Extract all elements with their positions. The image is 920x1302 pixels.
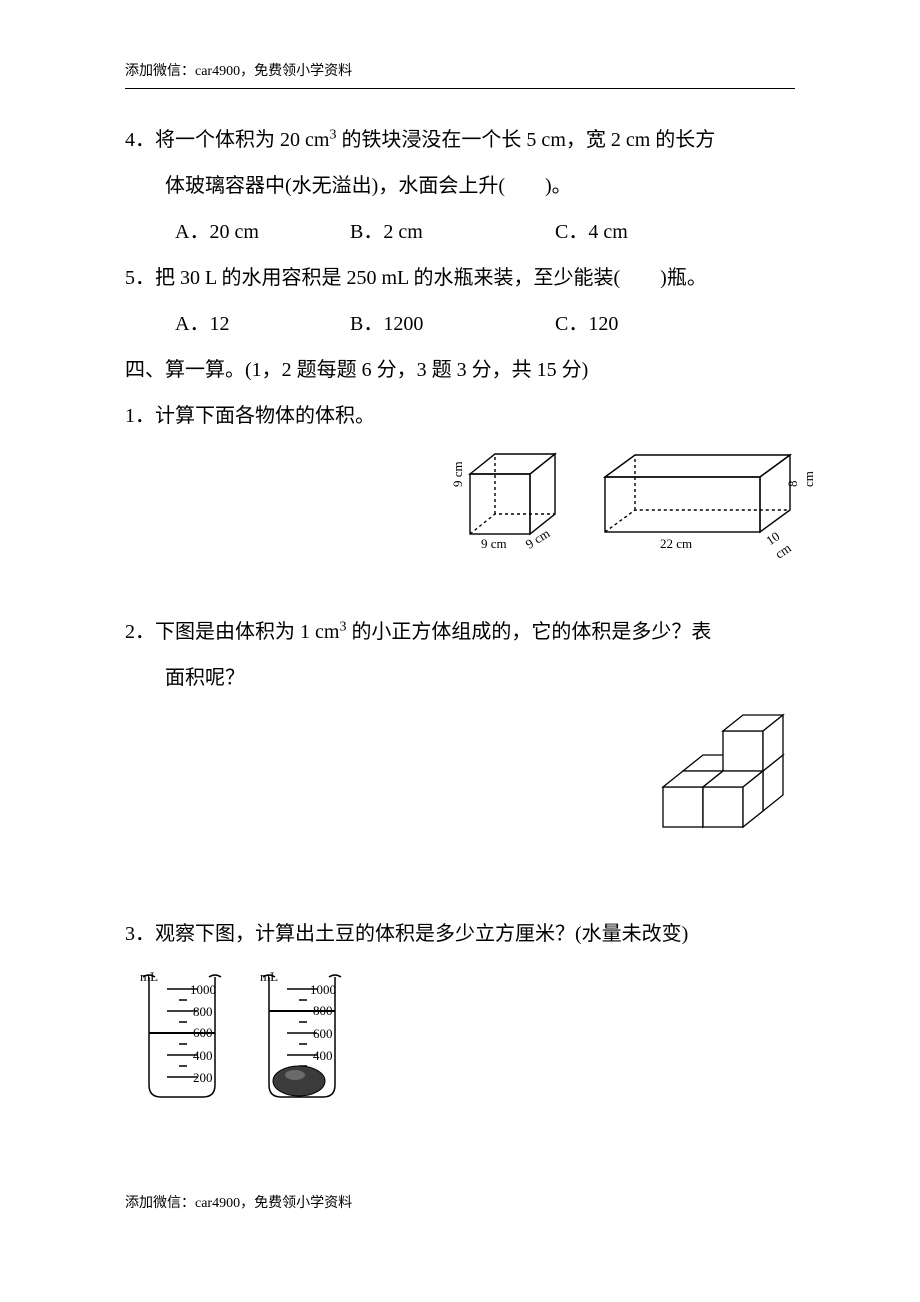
s4q1-number: 1． [125, 405, 155, 427]
s4q2-figure [125, 701, 795, 861]
s4q3-number: 3． [125, 923, 155, 945]
b1-t400: 400 [193, 1048, 213, 1064]
s4q3-line: 3．观察下图，计算出土豆的体积是多少立方厘米？(水量未改变) [125, 911, 795, 957]
q4-option-c[interactable]: C．4 cm [555, 209, 628, 255]
s4q1-text: 计算下面各物体的体积。 [155, 405, 375, 427]
cube-h-label: 9 cm [450, 461, 466, 487]
b2-t400: 400 [313, 1048, 333, 1064]
q5-option-a[interactable]: A．12 [175, 301, 345, 347]
unit-cubes-diagram [645, 701, 815, 851]
q4-text-b: 的铁块浸没在一个长 5 cm，宽 2 cm 的长方 [336, 129, 715, 151]
s4q2-text-a: 下图是由体积为 1 cm [155, 621, 339, 643]
s4q1-figures: 9 cm 9 cm 9 cm 8 cm 22 cm 10 cm [125, 439, 795, 569]
s4q2-number: 2． [125, 621, 155, 643]
q5-number: 5． [125, 267, 155, 289]
q5-option-b[interactable]: B．1200 [350, 301, 550, 347]
s4q3-text: 观察下图，计算出土豆的体积是多少立方厘米？(水量未改变) [155, 923, 688, 945]
b1-t1000: 1000 [190, 982, 216, 998]
q4-line1: 4．将一个体积为 20 cm3 的铁块浸没在一个长 5 cm，宽 2 cm 的长… [125, 117, 795, 163]
s4q2-line2: 面积呢？ [125, 655, 795, 701]
b2-t1000: 1000 [310, 982, 336, 998]
s4q2-text-b: 的小正方体组成的，它的体积是多少？表 [346, 621, 711, 643]
b1-t600: 600 [193, 1025, 213, 1041]
q4-line2: 体玻璃容器中(水无溢出)，水面会上升( )。 [125, 163, 795, 209]
q4-number: 4． [125, 129, 155, 151]
box-h-label: 8 cm [785, 471, 817, 487]
s4q1-line: 1．计算下面各物体的体积。 [125, 393, 795, 439]
box-l-label: 22 cm [660, 536, 692, 552]
q4-option-a[interactable]: A．20 cm [175, 209, 345, 255]
header-rule [125, 88, 795, 89]
b2-t600: 600 [313, 1026, 333, 1042]
beaker2-unit: mL [260, 969, 278, 985]
cube-diagram [455, 449, 575, 549]
b1-t200: 200 [193, 1070, 213, 1086]
q5-option-c[interactable]: C．120 [555, 301, 618, 347]
q4-options: A．20 cm B．2 cm C．4 cm [125, 209, 795, 255]
q5-text: 把 30 L 的水用容积是 250 mL 的水瓶来装，至少能装( )瓶。 [155, 267, 707, 289]
section4-title: 四、算一算。(1，2 题每题 6 分，3 题 3 分，共 15 分) [125, 347, 795, 393]
beaker1-diagram [135, 963, 235, 1113]
s4q2-line1: 2．下图是由体积为 1 cm3 的小正方体组成的，它的体积是多少？表 [125, 609, 795, 655]
s4q3-figures: mL 1000 800 600 400 200 [125, 963, 795, 1133]
b1-t800: 800 [193, 1004, 213, 1020]
header-note: 添加微信：car4900，免费领小学资料 [125, 60, 795, 80]
cube-w-label: 9 cm [481, 536, 507, 552]
page: 添加微信：car4900，免费领小学资料 4．将一个体积为 20 cm3 的铁块… [0, 0, 920, 1302]
q5-line1: 5．把 30 L 的水用容积是 250 mL 的水瓶来装，至少能装( )瓶。 [125, 255, 795, 301]
beaker2-diagram [255, 963, 355, 1113]
q5-options: A．12 B．1200 C．120 [125, 301, 795, 347]
beaker1-unit: mL [140, 969, 158, 985]
b2-t800: 800 [313, 1003, 333, 1019]
q4-option-b[interactable]: B．2 cm [350, 209, 550, 255]
q4-text-a: 将一个体积为 20 cm [155, 129, 329, 151]
footer-note: 添加微信：car4900，免费领小学资料 [125, 1192, 352, 1212]
